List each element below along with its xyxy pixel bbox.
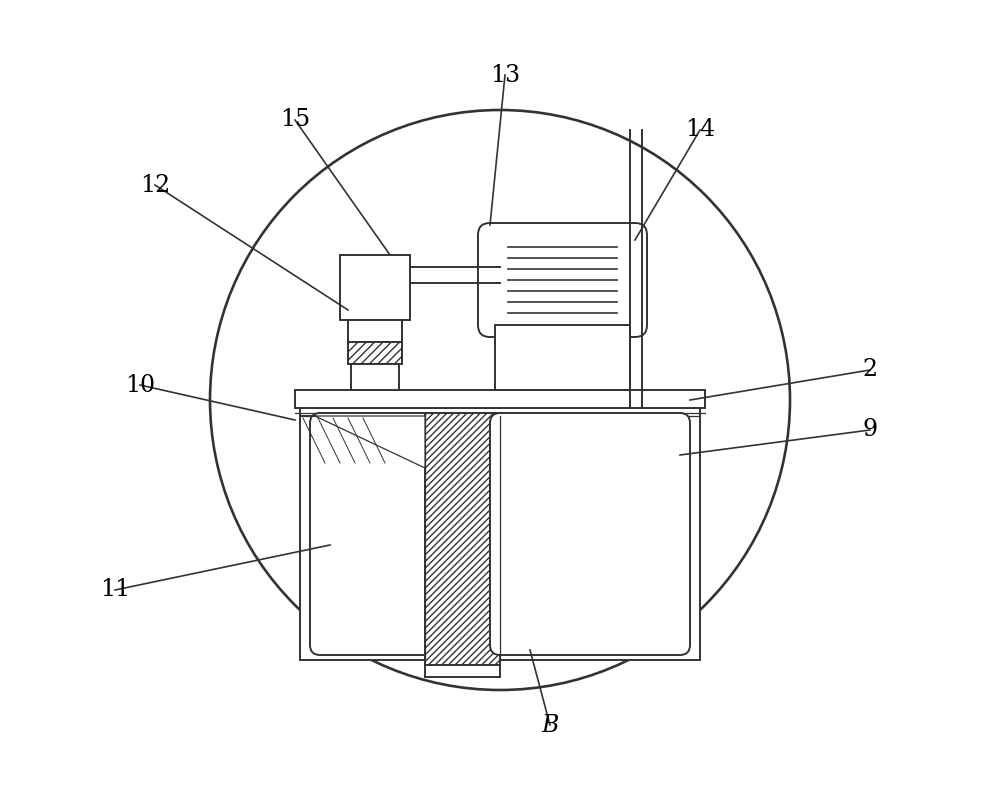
Text: 10: 10 [125,373,155,396]
Bar [348,320,402,342]
Text: 15: 15 [280,109,310,132]
Text: 12: 12 [140,173,170,197]
Bar [425,665,500,677]
Bar [495,325,630,390]
Text: 11: 11 [100,578,130,602]
Bar [340,255,410,320]
Bar [425,413,500,665]
Polygon shape [300,416,425,468]
Text: B: B [541,714,559,737]
Text: 13: 13 [490,63,520,86]
Bar [295,390,705,408]
FancyBboxPatch shape [310,413,435,655]
Bar [351,364,399,390]
Text: 9: 9 [862,419,878,442]
FancyBboxPatch shape [478,223,647,337]
Text: 2: 2 [862,359,878,381]
Bar [300,408,700,660]
Bar [348,342,402,364]
Text: 14: 14 [685,118,715,141]
FancyBboxPatch shape [490,413,690,655]
